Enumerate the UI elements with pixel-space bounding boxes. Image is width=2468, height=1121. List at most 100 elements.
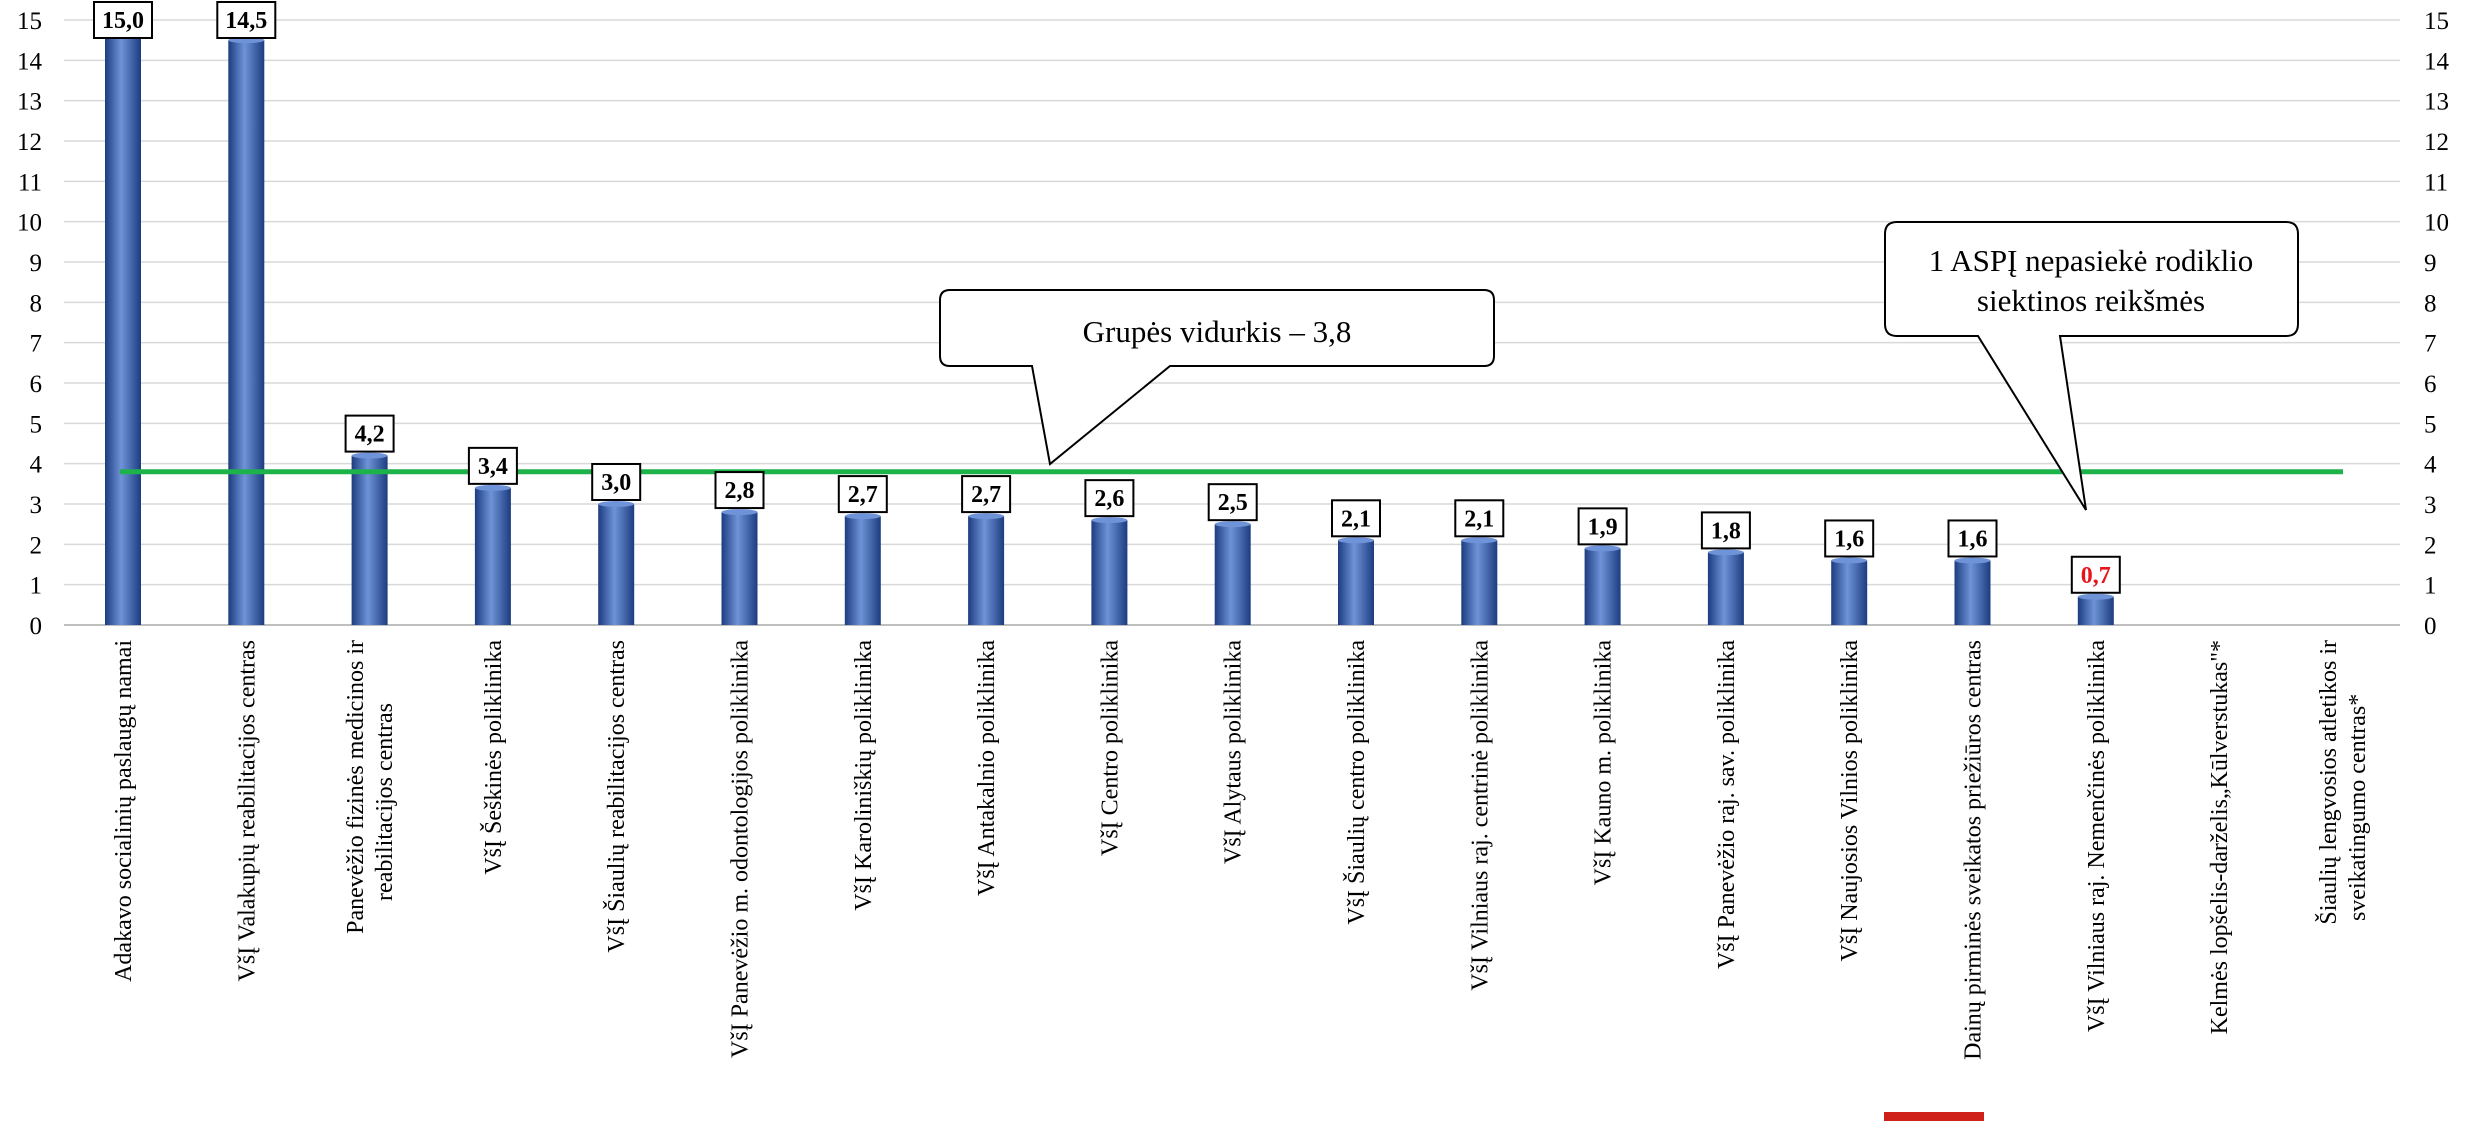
y-tick-label-right: 14: [2424, 48, 2450, 75]
y-tick-label-right: 5: [2424, 411, 2437, 438]
bar-cap: [1091, 517, 1128, 524]
bar: [1091, 520, 1128, 625]
y-tick-label-right: 13: [2424, 89, 2449, 116]
bar: [1214, 524, 1251, 625]
x-tick-label-line: VšĮ Vilniaus raj. Nemenčinės poliklinika: [2084, 640, 2110, 1032]
x-tick-label-line: Kelmės lopšelis-darželis„Kūlverstukas"*: [2207, 640, 2233, 1034]
average-callout-text: Grupės vidurkis – 3,8: [1083, 314, 1352, 349]
y-tick-label-right: 6: [2424, 371, 2437, 398]
y-tick-label-right: 10: [2424, 210, 2449, 237]
data-label: 2,7: [971, 482, 1001, 508]
data-label-box: [216, 1, 277, 39]
y-tick-label-right: 15: [2424, 8, 2449, 35]
y-tick-label-right: 1: [2424, 573, 2437, 600]
y-tick-label-left: 0: [30, 613, 43, 640]
x-tick-label: VšĮ Panevėžio raj. sav. poliklinika: [1714, 640, 1740, 969]
data-label: 1,6: [1958, 526, 1988, 552]
x-tick-label-line: reabilitacijos centras: [372, 703, 398, 901]
y-tick-label-left: 13: [17, 89, 42, 116]
x-tick-label: VšĮ Šiaulių centro poliklinika: [1343, 640, 1370, 925]
x-tick-label-line: VšĮ Kauno m. poliklinika: [1591, 640, 1617, 886]
y-tick-label-left: 1: [30, 573, 43, 600]
data-label: 15,0: [102, 8, 144, 34]
x-tick-label: VšĮ Panevėžio m. odontologijos poliklini…: [728, 640, 754, 1058]
data-label: 2,7: [848, 482, 878, 508]
bar-cap: [598, 501, 635, 507]
bar: [1707, 552, 1744, 625]
y-tick-label-left: 11: [18, 169, 42, 196]
bar: [1831, 560, 1868, 625]
y-tick-label-left: 6: [30, 371, 43, 398]
data-label: 2,8: [725, 478, 755, 504]
data-label-box: [1947, 519, 1998, 558]
x-tick-label-line: VšĮ Valakupių reabilitacijos centras: [234, 640, 260, 981]
y-tick-label-left: 12: [17, 129, 42, 156]
x-tick-label-line: VšĮ Šeškinės poliklinika: [480, 640, 507, 875]
bar-cap: [1338, 537, 1374, 544]
y-tick-label-left: 14: [17, 48, 43, 75]
data-label-box: [961, 475, 1012, 514]
data-label-box: [591, 463, 642, 501]
data-label-box: [1454, 499, 1505, 538]
unmet-target-callout-shape: [1884, 221, 2299, 511]
y-tick-label-left: 9: [30, 250, 43, 277]
data-label: 2,1: [1464, 506, 1494, 532]
x-tick-label-line: VšĮ Centro poliklinika: [1097, 640, 1123, 856]
x-tick-label: Šiaulių lengvosios atletikos ir sveikatin…: [2315, 640, 2371, 925]
x-tick-label: VšĮ Valakupių reabilitacijos centras: [234, 640, 260, 981]
y-tick-label-right: 2: [2424, 532, 2437, 559]
x-tick-labels: Adakavo socialinių paslaugų namai VšĮ Val…: [111, 640, 2371, 1060]
data-label-box: [1331, 499, 1381, 538]
x-tick-label-line: VšĮ Šiaulių centro poliklinika: [1343, 640, 1370, 925]
bar: [598, 504, 635, 625]
bar: [105, 20, 141, 625]
bar-cap: [474, 484, 511, 491]
data-label: 4,2: [355, 422, 385, 448]
data-label: 1,6: [1834, 526, 1864, 552]
y-tick-label-left: 3: [30, 492, 43, 519]
bar-cap: [351, 452, 388, 459]
gridlines: [64, 19, 2400, 626]
x-tick-label: VšĮ Šiaulių reabilitacijos centras: [603, 640, 630, 953]
y-tick-label-left: 4: [30, 452, 43, 479]
x-tick-label: Panevėžio fizinės medicinos ir reabilitac…: [343, 640, 398, 934]
bar-cap: [1461, 537, 1498, 544]
bar: [968, 516, 1005, 625]
x-tick-label: VšĮ Centro poliklinika: [1097, 640, 1123, 856]
bar-cap: [721, 509, 758, 516]
bar: [351, 455, 388, 625]
bar-cap: [2077, 593, 2114, 600]
data-label: 14,5: [225, 8, 267, 34]
x-tick-label: VšĮ Kauno m. poliklinika: [1591, 640, 1617, 886]
x-tick-label-line: Dainų pirminės sveikatos priežiūros cent…: [1961, 640, 1987, 1060]
y-tick-label-right: 9: [2424, 250, 2437, 277]
x-tick-label-line: VšĮ Karoliniškių poliklinika: [851, 640, 877, 911]
x-tick-label-line: VšĮ Naujosios Vilnios poliklinika: [1837, 640, 1863, 962]
y-tick-label-left: 5: [30, 411, 43, 438]
y-tick-label-left: 2: [30, 532, 43, 559]
data-label-box: [1577, 507, 1628, 546]
data-label-box: [2070, 555, 2121, 594]
x-tick-label-line: VšĮ Panevėžio m. odontologijos poliklini…: [728, 640, 754, 1058]
y-tick-label-right: 4: [2424, 452, 2437, 479]
y-tick-label-left: 15: [17, 8, 42, 35]
bar-cap: [1214, 521, 1251, 528]
y-tick-label-right: 3: [2424, 492, 2437, 519]
bar: [1461, 540, 1498, 625]
bars: [105, 17, 2114, 625]
cropped-red-mark: [1884, 1112, 1984, 1121]
average-callout: Grupės vidurkis – 3,8: [939, 289, 1495, 466]
x-tick-label-line: VšĮ Panevėžio raj. sav. poliklinika: [1714, 640, 1740, 969]
x-tick-label-line: sveikatingumo centras*: [2345, 694, 2371, 921]
average-callout-shape: [939, 289, 1495, 466]
x-tick-label-line: Adakavo socialinių paslaugų namai: [111, 640, 137, 982]
x-tick-label: VšĮ Šeškinės poliklinika: [480, 640, 507, 875]
bar-cap: [968, 513, 1005, 520]
y-tick-label-right: 0: [2424, 613, 2437, 640]
x-tick-label-line: VšĮ Antakalnio poliklinika: [974, 640, 1000, 896]
unmet-target-callout-line-1: 1 ASPĮ nepasiekė rodiklio: [1929, 243, 2254, 278]
bar-cap: [844, 513, 881, 520]
data-label: 3,4: [478, 454, 508, 480]
